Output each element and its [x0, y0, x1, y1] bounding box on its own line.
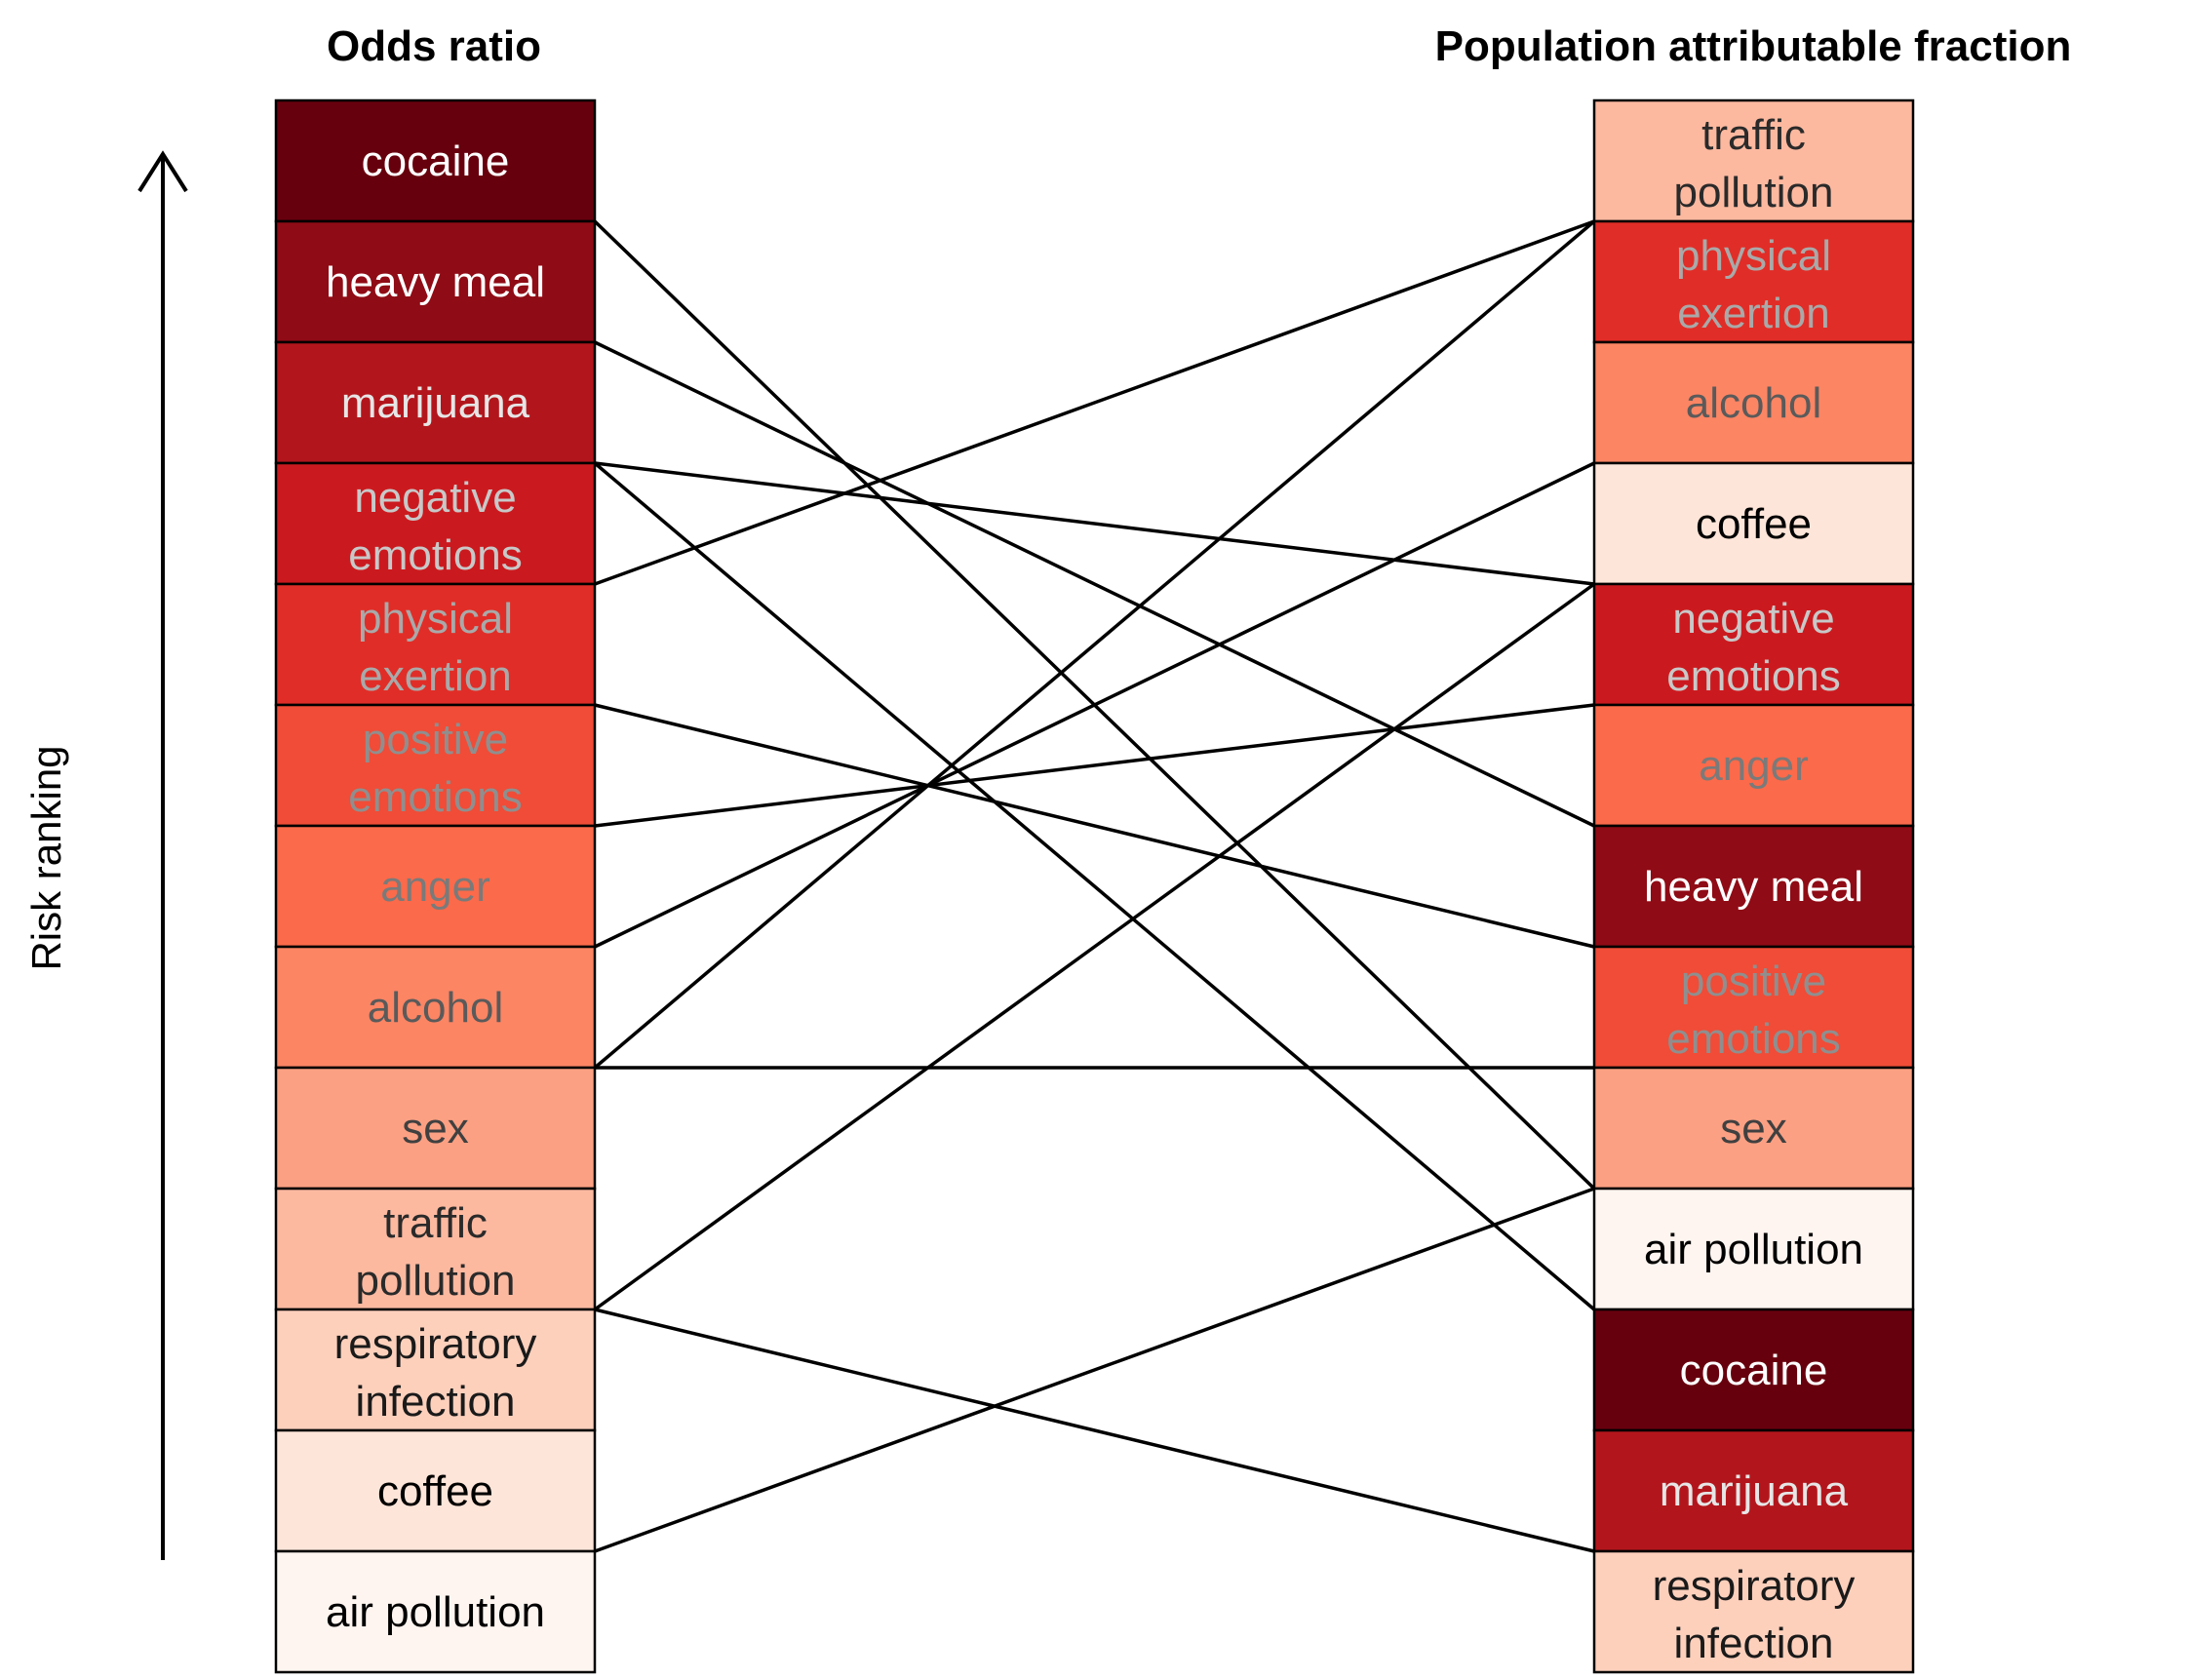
axis-label: Risk ranking: [23, 745, 69, 970]
left-column-label-1: cocaine: [362, 137, 510, 185]
right-column-box-4: [1592, 461, 1915, 586]
right-column-title: Population attributable fraction: [1435, 22, 2072, 70]
left-column-label-11-line-1: respiratory: [334, 1320, 537, 1368]
right-column-label-2-line-2: exertion: [1677, 290, 1830, 337]
left-column-box-7: [274, 824, 597, 949]
right-column-label-8-line-2: emotions: [1666, 1015, 1841, 1063]
left-column-box-3: [274, 340, 597, 465]
risk-ranking-axis: Risk ranking: [23, 150, 188, 1560]
left-column-box-4: [274, 461, 597, 586]
axis-arrow-head: [137, 150, 188, 193]
right-column-label-13-line-1: respiratory: [1653, 1562, 1856, 1610]
connection-line-4: [593, 461, 1596, 1311]
connection-line-12: [594, 1308, 1595, 1553]
right-column-label-11: cocaine: [1680, 1347, 1828, 1394]
right-column-label-4: coffee: [1696, 500, 1812, 548]
left-column-label-8: alcohol: [368, 984, 503, 1032]
connection-line-7: [594, 703, 1595, 828]
right-column-label-6: anger: [1699, 742, 1809, 790]
left-column-label-2: heavy meal: [326, 258, 545, 306]
left-column-label-9: sex: [402, 1105, 468, 1153]
left-column-label-4-line-1: negative: [354, 474, 516, 522]
right-column-label-2-line-1: physical: [1676, 232, 1831, 280]
right-column-box-9: [1592, 1066, 1915, 1191]
left-column-label-5-line-2: exertion: [359, 652, 512, 700]
left-column-label-11-line-2: infection: [356, 1378, 516, 1426]
right-column-box-6: [1592, 703, 1915, 828]
left-column-boxes: cocaine heavy meal marijuana negative emotio…: [274, 98, 597, 1674]
right-column-box-7: [1592, 824, 1915, 949]
connection-lines: [593, 219, 1596, 1553]
right-column-box-3: [1592, 340, 1915, 465]
right-column-label-5-line-1: negative: [1672, 595, 1834, 643]
connection-line-3: [594, 461, 1595, 586]
connection-line-13: [594, 1187, 1595, 1553]
left-column-label-12: coffee: [377, 1467, 493, 1515]
right-column-box-13: [1592, 1549, 1915, 1674]
left-column-box-13: [274, 1549, 597, 1674]
connection-line-2: [594, 340, 1595, 828]
connection-line-5: [594, 219, 1595, 586]
left-column-box-10: [274, 1187, 597, 1311]
right-column-label-8-line-1: positive: [1681, 957, 1826, 1005]
connection-line-11: [593, 582, 1596, 1311]
left-column-label-6-line-2: emotions: [348, 773, 523, 821]
right-column-label-12: marijuana: [1660, 1467, 1849, 1515]
left-column-label-13: air pollution: [326, 1588, 545, 1636]
left-column-label-3: marijuana: [341, 379, 530, 427]
right-column-label-5-line-2: emotions: [1666, 652, 1841, 700]
connection-line-9: [593, 219, 1596, 1070]
right-column-label-7: heavy meal: [1644, 863, 1863, 911]
left-column-label-4-line-2: emotions: [348, 531, 523, 579]
left-column-label-7: anger: [380, 863, 490, 911]
right-column-box-11: [1592, 1308, 1915, 1432]
right-column-box-10: [1592, 1187, 1915, 1311]
left-column-box-9: [274, 1066, 597, 1191]
right-column-box-1: [1592, 98, 1915, 223]
right-column-label-9: sex: [1720, 1105, 1786, 1153]
left-column-box-12: [274, 1428, 597, 1553]
left-column-label-5-line-1: physical: [358, 595, 513, 643]
right-column-label-3: alcohol: [1686, 379, 1821, 427]
connection-line-6: [594, 703, 1595, 949]
right-column-label-13-line-2: infection: [1674, 1620, 1834, 1667]
left-column-box-1: [274, 98, 597, 223]
right-column-boxes: traffic pollution physical exertion alcohol c…: [1592, 98, 1915, 1674]
right-column-box-5: [1592, 582, 1915, 707]
right-column-label-1-line-1: traffic: [1701, 111, 1806, 159]
left-column-label-10-line-2: pollution: [356, 1257, 516, 1305]
right-column-label-10: air pollution: [1644, 1226, 1863, 1273]
left-column-label-6-line-1: positive: [363, 716, 508, 763]
connection-line-8: [594, 461, 1595, 949]
left-column-title: Odds ratio: [327, 22, 541, 70]
left-column-box-6: [274, 703, 597, 828]
left-column-box-8: [274, 945, 597, 1070]
left-column-box-11: [274, 1308, 597, 1432]
left-column-box-5: [274, 582, 597, 707]
left-column-label-10-line-1: traffic: [383, 1199, 488, 1247]
right-column-box-12: [1592, 1428, 1915, 1553]
right-column-label-1-line-2: pollution: [1674, 169, 1834, 216]
right-column-box-2: [1592, 219, 1915, 344]
